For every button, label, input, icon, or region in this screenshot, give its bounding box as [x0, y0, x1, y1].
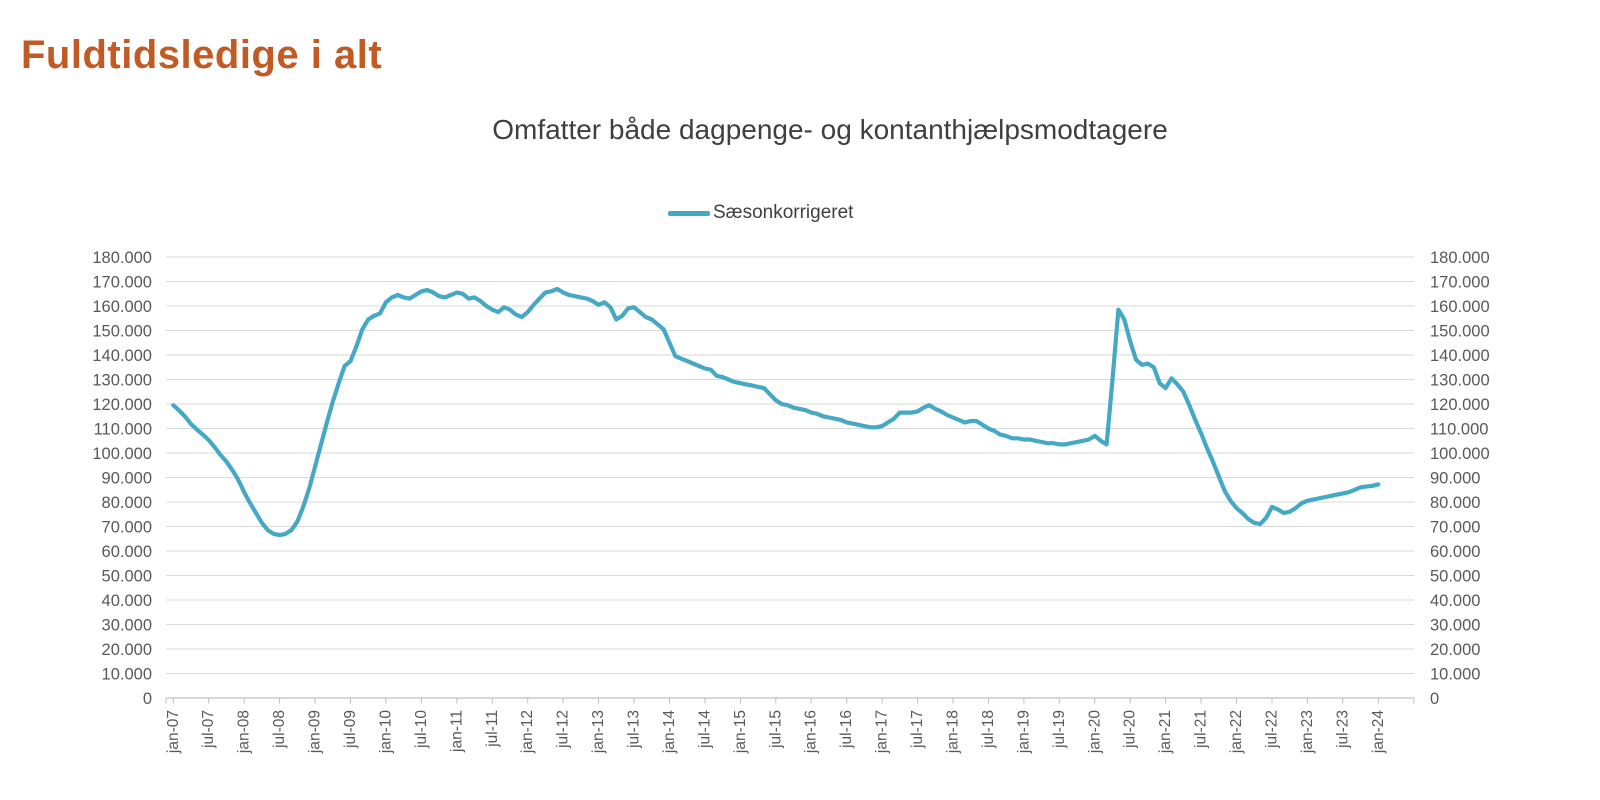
x-axis-label: jan-24 [1370, 710, 1387, 754]
x-axis-label: jul-19 [1051, 710, 1068, 749]
legend-series-label: Sæsonkorrigeret [713, 202, 854, 223]
y-axis-label-left: 150.000 [92, 322, 152, 340]
x-axis-label: jul-07 [200, 710, 217, 749]
y-axis-label-left: 130.000 [92, 371, 152, 389]
x-axis-label: jan-11 [448, 710, 465, 753]
y-axis-label-right: 110.000 [1430, 420, 1488, 438]
y-axis-label-right: 20.000 [1430, 641, 1480, 659]
y-axis-label-left: 0 [143, 690, 152, 708]
x-axis-label: jan-17 [874, 710, 891, 754]
y-axis-label-left: 100.000 [92, 445, 152, 463]
y-axis-label-left: 40.000 [102, 592, 152, 610]
y-axis-label-right: 40.000 [1430, 592, 1480, 610]
x-axis-label: jan-13 [590, 710, 607, 754]
y-axis-label-left: 170.000 [92, 273, 152, 291]
legend-line-marker-icon [668, 210, 710, 216]
x-axis-label: jan-22 [1228, 710, 1245, 754]
x-axis-label: jul-22 [1264, 710, 1281, 749]
y-axis-label-left: 120.000 [92, 396, 152, 414]
page-title: Fuldtidsledige i alt [21, 33, 383, 77]
y-axis-label-left: 110.000 [94, 420, 152, 438]
y-axis-label-left: 160.000 [92, 298, 152, 316]
y-axis-label-left: 30.000 [102, 616, 152, 634]
x-axis-label: jan-15 [732, 710, 749, 754]
chart-subtitle: Omfatter både dagpenge- og kontanthjælps… [492, 114, 1168, 145]
x-axis-label: jan-09 [307, 710, 324, 754]
y-axis-label-left: 50.000 [102, 567, 152, 585]
y-axis-labels-left: 180.000 170.000 160.000 150.000 140.000 130.0… [92, 249, 152, 708]
y-axis-label-right: 120.000 [1430, 396, 1490, 414]
y-axis-label-right: 50.000 [1430, 567, 1480, 585]
x-axis-label: jan-18 [945, 710, 962, 754]
x-axis-label: jan-08 [236, 710, 253, 754]
y-axis-label-left: 180.000 [92, 249, 152, 267]
y-axis-label-left: 60.000 [102, 543, 152, 561]
y-axis-label-right: 10.000 [1430, 665, 1480, 683]
x-axis-label: jul-17 [909, 710, 926, 749]
y-axis-label-left: 20.000 [102, 641, 152, 659]
y-axis-label-right: 80.000 [1430, 494, 1480, 512]
y-axis-label-left: 90.000 [102, 469, 152, 487]
y-axis-labels-right: 180.000 170.000 160.000 150.000 140.000 130.0… [1430, 249, 1490, 708]
x-axis-label: jan-07 [165, 710, 182, 754]
x-axis-label: jan-23 [1299, 710, 1316, 754]
y-axis-label-right: 90.000 [1430, 469, 1480, 487]
x-axis-label: jul-20 [1122, 710, 1139, 749]
x-axis-label: jul-12 [555, 710, 572, 749]
chart-legend: Sæsonkorrigeret [668, 200, 853, 226]
x-axis-label: jan-21 [1157, 710, 1174, 754]
x-axis-label: jul-23 [1334, 710, 1351, 749]
x-axis-label: jan-14 [661, 710, 678, 754]
x-axis-label: jan-16 [803, 710, 820, 754]
x-axis-label: jul-10 [413, 710, 430, 749]
x-axis-labels: jan-07 jul-07 jan-08 jul-08 jan-09 jul-09 jan-… [165, 710, 1387, 754]
x-axis-label: jan-20 [1086, 710, 1103, 754]
y-axis-label-right: 30.000 [1430, 616, 1480, 634]
y-axis-label-right: 170.000 [1430, 273, 1490, 291]
y-axis-label-left: 140.000 [92, 347, 152, 365]
x-axis-label: jan-19 [1015, 710, 1032, 754]
y-axis-label-left: 10.000 [102, 665, 152, 683]
x-axis-label: jul-18 [980, 710, 997, 749]
y-axis-label-right: 140.000 [1430, 347, 1490, 365]
y-axis-label-right: 70.000 [1430, 518, 1480, 536]
x-axis-label: jan-12 [519, 710, 536, 754]
x-axis-label: jul-21 [1193, 710, 1210, 749]
x-axis-label: jul-08 [271, 710, 288, 749]
gridlines [166, 256, 1414, 674]
y-axis-label-right: 160.000 [1430, 298, 1490, 316]
y-axis-label-right: 130.000 [1430, 371, 1490, 389]
y-axis-label-right: 60.000 [1430, 543, 1480, 561]
y-axis-label-right: 100.000 [1430, 445, 1490, 463]
x-axis-label: jan-10 [377, 710, 394, 754]
y-axis-label-right: 0 [1430, 690, 1439, 708]
x-axis-label: jul-09 [342, 710, 359, 749]
x-axis-label: jul-14 [696, 710, 713, 749]
y-axis-label-right: 150.000 [1430, 322, 1490, 340]
series-line-saesonkorrigeret [171, 286, 1381, 538]
x-axis-label: jul-13 [626, 710, 643, 749]
x-axis-ticks [165, 698, 1415, 704]
y-axis-label-left: 80.000 [102, 494, 152, 512]
x-axis-label: jul-11 [484, 710, 501, 748]
x-axis-label: jul-15 [767, 710, 784, 749]
y-axis-label-right: 180.000 [1430, 249, 1490, 267]
y-axis-label-left: 70.000 [102, 518, 152, 536]
x-axis-label: jul-16 [838, 710, 855, 749]
